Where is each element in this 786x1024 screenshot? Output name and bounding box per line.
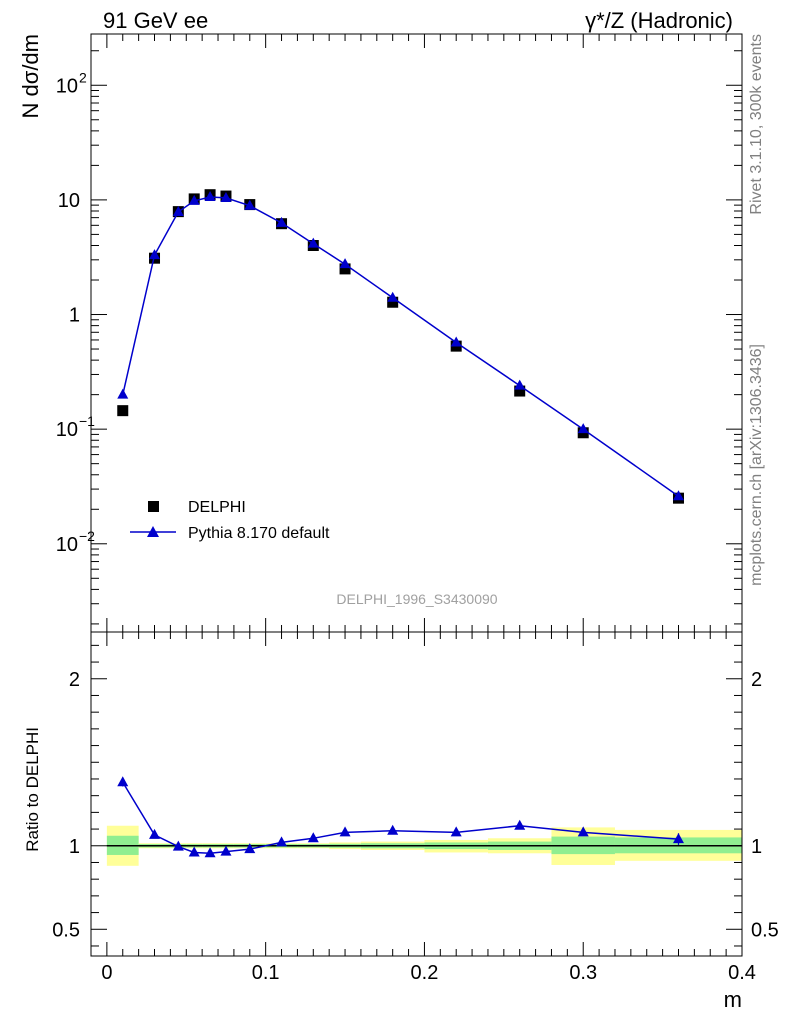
mc-point — [220, 191, 232, 202]
ratio-ytick-label: 1 — [69, 836, 80, 858]
legend-data-label: DELPHI — [188, 499, 246, 516]
main-ytick-label: 1 — [69, 305, 80, 327]
main-ylabel: N dσ/dm — [18, 34, 43, 119]
header-left: 91 GeV ee — [103, 8, 208, 33]
main-ytick-exponent: 2 — [79, 69, 87, 85]
mc-point — [450, 336, 462, 347]
ratio-ytick-label: 2 — [69, 669, 80, 691]
ratio-mc-point — [276, 836, 288, 847]
mc-point — [307, 237, 319, 248]
mc-point — [276, 216, 288, 227]
mc-point — [188, 194, 200, 205]
main-ytick-label: 10 — [58, 190, 80, 212]
main-ytick-exponent: −2 — [79, 528, 95, 544]
mc-point — [514, 379, 526, 390]
ratio-xtick-label: 0.3 — [569, 962, 597, 984]
mcplots-label: mcplots.cern.ch [arXiv:1306.3436] — [748, 344, 765, 586]
main-frame — [90, 33, 743, 633]
ratio-xtick-label: 0.2 — [411, 962, 439, 984]
main-ytick-label: 10 — [56, 75, 78, 97]
ratio-mc-point — [149, 828, 161, 839]
ratio-frame — [90, 631, 743, 957]
main-ytick-label: 10 — [56, 534, 78, 556]
main-ytick-label: 10 — [56, 419, 78, 441]
ratio-mc-point — [387, 824, 399, 835]
mc-point — [577, 423, 589, 434]
ratio-mc-point — [188, 846, 200, 857]
legend: DELPHI Pythia 8.170 default — [130, 499, 330, 542]
mc-point — [339, 258, 351, 269]
mc-point — [387, 291, 399, 302]
main-ytick-exponent: −1 — [79, 413, 95, 429]
ratio-xtick-label: 0.1 — [252, 962, 280, 984]
ratio-ytick-label-right: 1 — [751, 836, 762, 858]
ratio-panel: 0 0.1 0.2 0.3 0.4 0.5 0.5 1 1 2 2 — [52, 631, 779, 984]
rivet-label: Rivet 3.1.10, 300k events — [748, 34, 765, 215]
mc-point — [117, 388, 129, 399]
mc-line — [122, 196, 679, 497]
ratio-mc-point — [220, 845, 232, 856]
mc-point — [672, 490, 684, 501]
ratio-mc-point — [172, 840, 184, 851]
ratio-mc-point — [244, 843, 256, 854]
ratio-xlabel: m — [724, 987, 742, 1012]
ratio-ytick-label: 0.5 — [52, 919, 80, 941]
ratio-mc-point — [514, 819, 526, 830]
ratio-mc-point — [339, 826, 351, 837]
mc-point — [204, 190, 216, 201]
ratio-mc-point — [307, 832, 319, 843]
mc-point — [244, 199, 256, 210]
analysis-watermark: DELPHI_1996_S3430090 — [336, 591, 497, 607]
ratio-xtick-label: 0 — [101, 962, 112, 984]
legend-data-marker — [148, 501, 159, 512]
data-point — [514, 385, 526, 397]
legend-mc-label: Pythia 8.170 default — [188, 525, 330, 542]
legend-mc-marker — [147, 526, 159, 537]
ratio-ytick-label-right: 2 — [751, 669, 762, 691]
ratio-mc-point — [577, 826, 589, 837]
ratio-mc-point — [117, 776, 129, 787]
data-point — [387, 296, 399, 308]
mc-point — [172, 205, 184, 216]
ratio-xtick-label: 0.4 — [728, 962, 756, 984]
header-right: γ*/Z (Hadronic) — [585, 8, 733, 33]
ratio-ylabel: Ratio to DELPHI — [23, 727, 42, 852]
mc-point — [149, 249, 161, 260]
ratio-mc-point — [672, 833, 684, 844]
ratio-mc-point — [450, 826, 462, 837]
ratio-ytick-label-right: 0.5 — [751, 919, 779, 941]
ratio-mc-point — [204, 847, 216, 858]
data-point — [117, 405, 129, 417]
data-point — [339, 263, 351, 275]
